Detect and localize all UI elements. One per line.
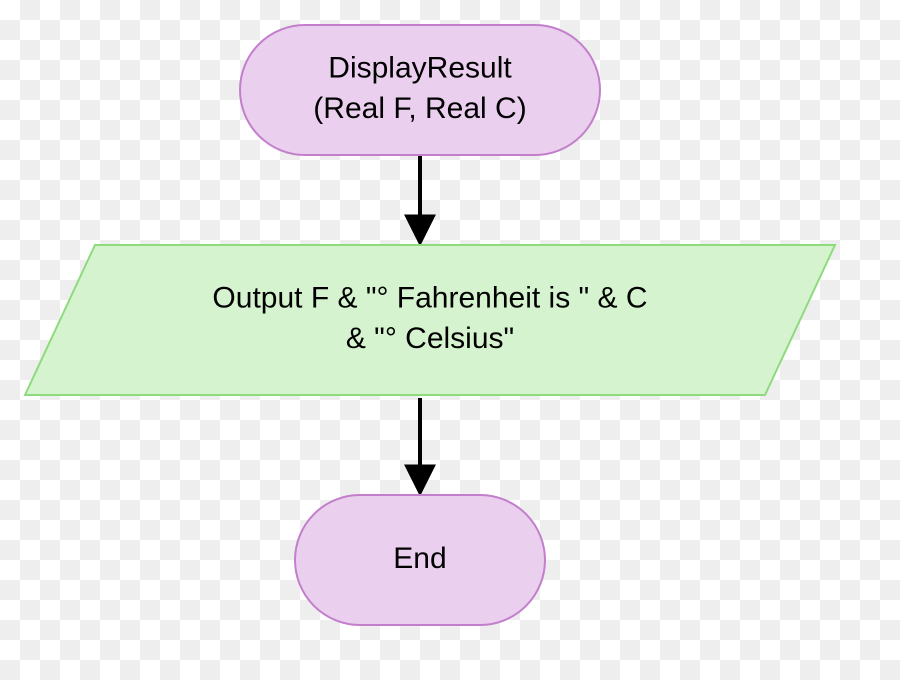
node-end-label-line-0: End (393, 542, 446, 575)
node-start-label-line-0: DisplayResult (328, 52, 512, 85)
node-output-label-line-1: & "° Celsius" (346, 322, 514, 355)
node-start-label-line-1: (Real F, Real C) (313, 92, 526, 125)
flowchart: DisplayResult (Real F, Real C) Output F & … (0, 0, 900, 680)
node-output-label-line-0: Output F & "° Fahrenheit is " & C (212, 282, 647, 315)
node-output: Output F & "° Fahrenheit is " & C & "° Ce… (25, 245, 835, 395)
node-start: DisplayResult (Real F, Real C) (240, 25, 600, 155)
node-end: End (295, 495, 545, 625)
